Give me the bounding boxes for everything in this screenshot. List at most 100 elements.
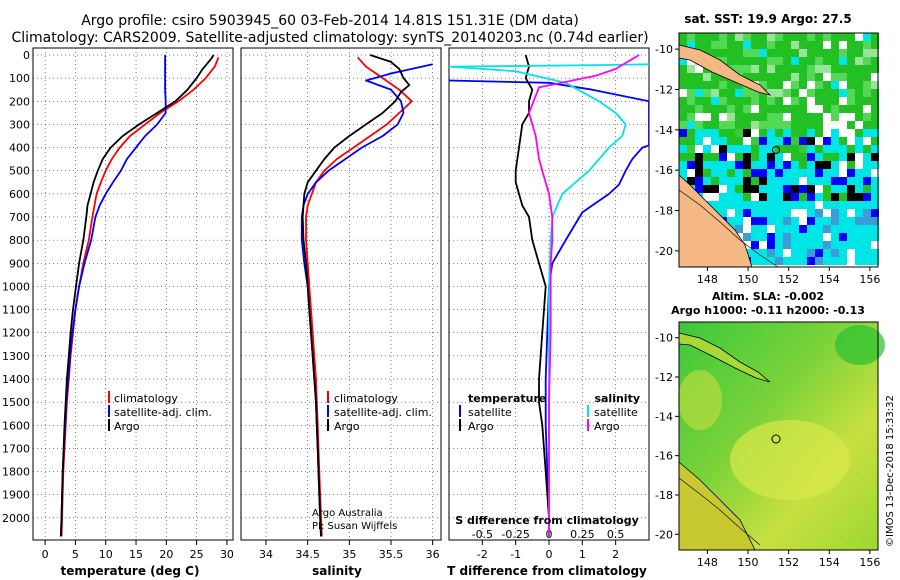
sst-cell [727, 177, 735, 185]
sst-cell [831, 49, 839, 57]
sst-cell [679, 57, 687, 65]
sst-cell [775, 113, 783, 121]
sst-cell [855, 241, 863, 249]
sst-cell [751, 113, 759, 121]
sst-cell [679, 65, 687, 73]
sst-cell [695, 137, 703, 145]
map-y-tick-label: -10 [655, 332, 673, 345]
sst-cell [775, 193, 783, 201]
sst-cell [783, 145, 791, 153]
sst-cell [807, 97, 815, 105]
sst-cell [863, 129, 871, 137]
sst-cell [767, 41, 775, 49]
map-y-tick-label: -10 [655, 43, 673, 56]
sst-cell [815, 57, 823, 65]
x-tick-label: 35 [342, 548, 356, 561]
sst-cell [783, 201, 791, 209]
sst-cell [807, 169, 815, 177]
sst-cell [743, 161, 751, 169]
sst-cell [767, 217, 775, 225]
x-tick-label: 0 [42, 548, 49, 561]
sst-cell [767, 97, 775, 105]
sst-cell [791, 209, 799, 217]
sst-cell [815, 209, 823, 217]
map-x-tick-label: 152 [778, 273, 799, 286]
sst-cell [863, 193, 871, 201]
sst-cell [727, 57, 735, 65]
sst-cell [863, 185, 871, 193]
x-tick-label: 34.5 [295, 548, 320, 561]
sst-cell [783, 257, 791, 265]
sst-cell [703, 153, 711, 161]
sst-cell [799, 41, 807, 49]
sst-cell [799, 97, 807, 105]
sst-cell [855, 193, 863, 201]
sst-cell [791, 97, 799, 105]
credit-text: Argo Australia [312, 508, 383, 519]
sst-cell [855, 185, 863, 193]
sst-cell [847, 169, 855, 177]
sst-cell [799, 249, 807, 257]
sst-cell [807, 81, 815, 89]
sst-cell [735, 81, 743, 89]
sst-cell [791, 65, 799, 73]
sst-cell [807, 233, 815, 241]
sst-cell [687, 105, 695, 113]
sst-cell [687, 145, 695, 153]
sst-cell [799, 121, 807, 129]
sst-cell [831, 33, 839, 41]
sst-cell [775, 233, 783, 241]
sst-cell [703, 185, 711, 193]
sst-cell [775, 153, 783, 161]
sst-cell [847, 73, 855, 81]
sst-cell [791, 105, 799, 113]
sst-cell [855, 105, 863, 113]
sst-cell [831, 153, 839, 161]
sst-cell [863, 145, 871, 153]
sst-cell [855, 81, 863, 89]
sst-cell [719, 49, 727, 57]
sst-cell [751, 137, 759, 145]
sst-cell [719, 193, 727, 201]
sst-cell [775, 137, 783, 145]
sst-cell [735, 185, 743, 193]
sst-cell [815, 217, 823, 225]
sst-cell [815, 49, 823, 57]
sst-cell [783, 129, 791, 137]
sst-cell [791, 145, 799, 153]
map-x-tick-label: 156 [859, 556, 880, 569]
sst-cell [695, 41, 703, 49]
sst-cell [815, 113, 823, 121]
sst-cell [703, 137, 711, 145]
depth-tick-label: 1900 [2, 489, 30, 502]
sst-cell [751, 241, 759, 249]
temperature-panel-frame [32, 47, 234, 541]
sst-cell [791, 73, 799, 81]
sst-cell [735, 113, 743, 121]
sst-cell [847, 105, 855, 113]
sst-cell [759, 105, 767, 113]
sst-cell [711, 161, 719, 169]
map-x-tick-label: 150 [738, 556, 759, 569]
sst-cell [847, 225, 855, 233]
sst-cell [735, 33, 743, 41]
sst-cell [775, 201, 783, 209]
x-tick-label: 20 [159, 548, 173, 561]
sst-cell [735, 225, 743, 233]
sst-cell [703, 97, 711, 105]
sst-cell [711, 121, 719, 129]
sst-cell [775, 41, 783, 49]
legend-label-s-satellite: satellite [594, 406, 638, 419]
sst-cell [863, 257, 871, 265]
sst-cell [831, 97, 839, 105]
sst-cell [727, 217, 735, 225]
sst-cell [863, 233, 871, 241]
sst-cell [735, 137, 743, 145]
series-line-satellite-adj-clim- [300, 63, 433, 537]
sst-cell [839, 193, 847, 201]
sst-cell [719, 153, 727, 161]
sst-cell [759, 225, 767, 233]
sst-cell [799, 193, 807, 201]
title-line-2: Climatology: CARS2009. Satellite-adjuste… [11, 30, 648, 46]
sst-cell [751, 233, 759, 241]
